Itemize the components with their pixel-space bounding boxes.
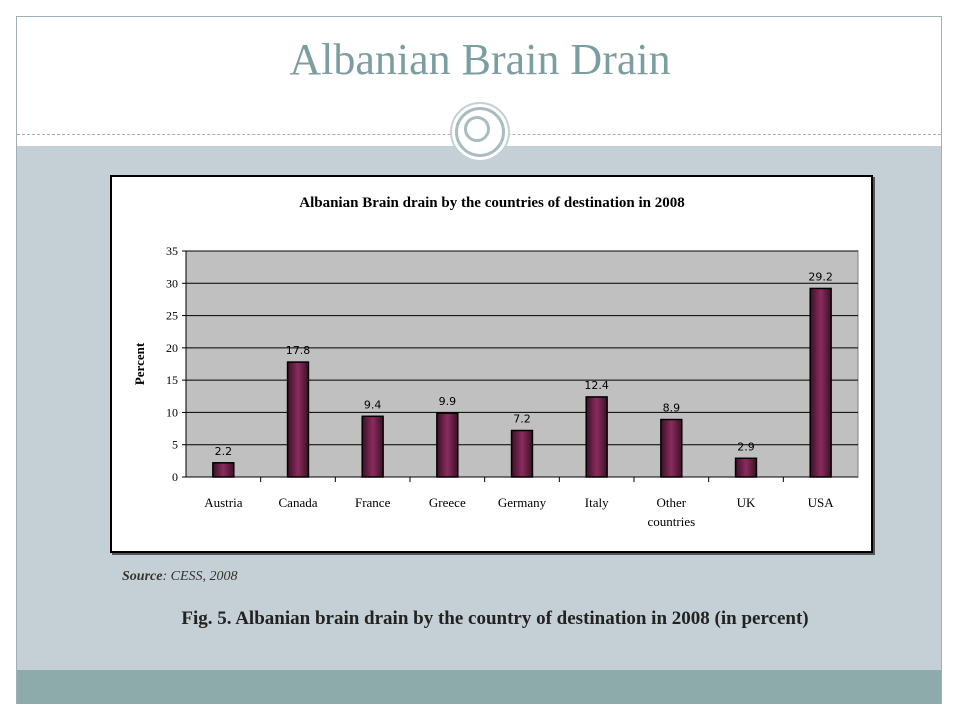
- bar: [585, 396, 608, 478]
- bar: [286, 361, 310, 478]
- x-tick-label: Germany: [498, 495, 547, 510]
- data-label: 12.4: [584, 379, 609, 392]
- figure-caption: Fig. 5. Albanian brain drain by the coun…: [181, 608, 809, 629]
- y-tick-label: 10: [166, 405, 178, 419]
- source-label: Source: [122, 569, 163, 584]
- bar: [436, 412, 459, 478]
- bar: [361, 415, 384, 478]
- data-label: 29.2: [808, 270, 833, 283]
- y-tick-label: 0: [172, 470, 178, 484]
- bar: [809, 287, 832, 478]
- x-tick-label: Italy: [585, 495, 609, 510]
- x-tick-label: countries: [648, 514, 696, 529]
- y-tick-label: 35: [166, 244, 178, 258]
- data-label: 2.9: [737, 440, 755, 453]
- data-label: 9.9: [439, 395, 457, 408]
- y-tick-label: 20: [166, 341, 178, 355]
- y-tick-label: 30: [166, 276, 178, 290]
- x-tick-label: Canada: [279, 495, 318, 510]
- data-label: 2.2: [215, 445, 233, 458]
- chart-title: Albanian Brain drain by the countries of…: [299, 195, 684, 211]
- x-tick-label: Other: [657, 495, 687, 510]
- x-tick-label: USA: [808, 495, 835, 510]
- footer-bar: [17, 670, 941, 704]
- bar: [510, 429, 534, 478]
- y-tick-label: 5: [172, 438, 178, 452]
- data-label: 17.8: [286, 344, 311, 357]
- bar-chart: Albanian Brain drain by the countries of…: [132, 195, 859, 529]
- bar: [660, 418, 683, 478]
- source-text: : CESS, 2008: [162, 569, 238, 584]
- x-tick-label: UK: [737, 495, 756, 510]
- decorative-circle-icon: [455, 107, 505, 157]
- y-axis-label: Percent: [132, 342, 147, 385]
- data-label: 7.2: [513, 413, 531, 426]
- bar: [734, 457, 758, 478]
- bar: [212, 462, 235, 478]
- x-tick-label: France: [355, 495, 391, 510]
- data-label: 8.9: [663, 402, 681, 415]
- x-tick-label: Greece: [429, 495, 466, 510]
- x-tick-label: Austria: [204, 495, 243, 510]
- y-tick-label: 15: [166, 373, 178, 387]
- slide-title: Albanian Brain Drain: [289, 35, 671, 84]
- chart-container: Albanian Brain drain by the countries of…: [110, 175, 873, 553]
- plot-area: 0 5 10 15 20 25 30 35 2.2 Austria 17.8 Canada 9.4 Fra…: [166, 244, 859, 529]
- data-label: 9.4: [364, 398, 382, 411]
- y-tick-label: 25: [166, 309, 178, 323]
- decorative-inner-circle-icon: [464, 116, 490, 142]
- source-note: Source: CESS, 2008: [122, 569, 238, 585]
